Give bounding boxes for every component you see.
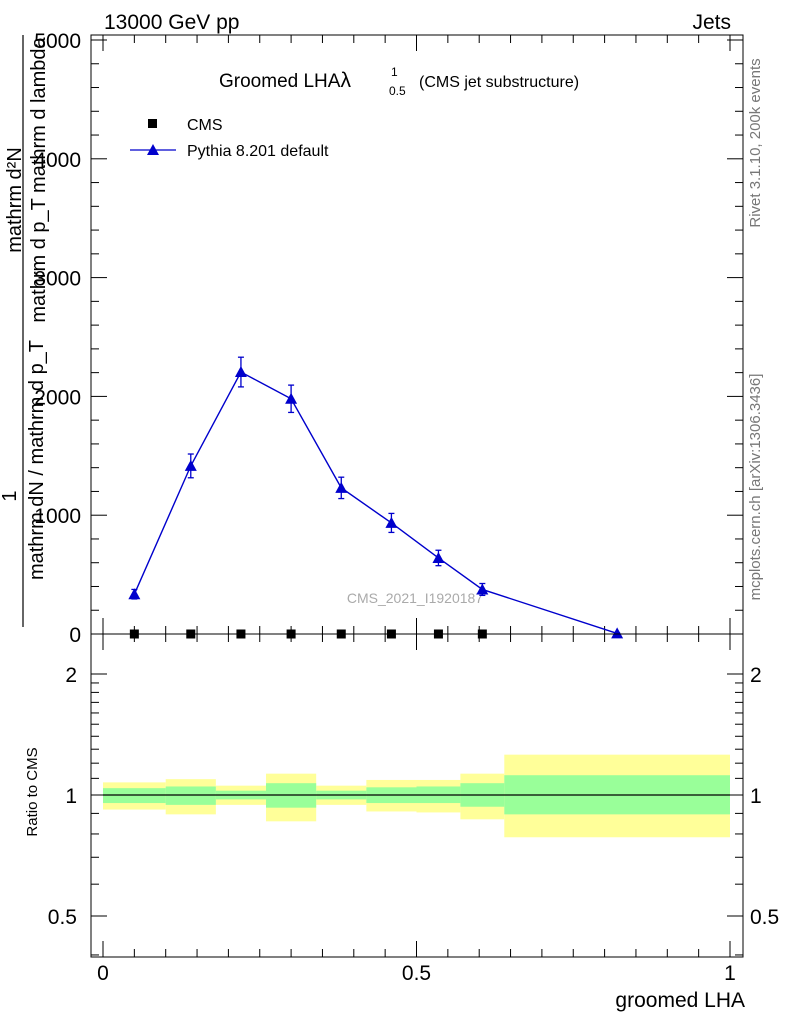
main-y-tick-label: 2000 [34, 386, 81, 409]
pythia-series-points [128, 366, 624, 639]
main-ylabel-top-overlap: mathrm d p_T mathrm d lambda [28, 36, 50, 322]
pythia-data-point [184, 459, 197, 471]
ratio-y-tick-label-right: 2 [750, 664, 762, 687]
main-y-tick-label: 4000 [34, 149, 81, 172]
main-y-tick-label: 0 [69, 624, 81, 647]
ratio-x-tick-label: 0.5 [402, 962, 431, 985]
ratio-y-ticks: 0.5 0.5 1 1 2 2 [48, 664, 779, 956]
legend-pythia-marker [147, 144, 159, 155]
pythia-data-point [285, 392, 298, 404]
ratio-bands [103, 754, 730, 838]
title-text: Groomed LHA [219, 71, 341, 92]
main-y-tick-label: 5000 [34, 30, 81, 53]
legend-cms-marker [148, 119, 157, 128]
pythia-data-point [385, 516, 398, 528]
legend-cms-label: CMS [187, 117, 223, 134]
watermark: CMS_2021_I1920187 [347, 590, 483, 606]
ratio-x-tick-label: 1 [724, 962, 736, 985]
ratio-y-tick-label-right: 1 [750, 785, 762, 808]
pythia-data-point [128, 588, 141, 600]
pythia-data-point [432, 551, 445, 563]
ratio-y-tick-label-left: 1 [65, 785, 77, 808]
main-ylabel-numerator: 1 [0, 490, 21, 501]
title-subscript: 0.5 [389, 84, 406, 98]
main-subtitle: (CMS jet substructure) [419, 74, 579, 91]
ratio-ylabel: Ratio to CMS [24, 747, 41, 836]
header-left: 13000 GeV pp [104, 11, 239, 34]
ratio-panel: 0.5 0.51 12 2 0 0.5 1 Ratio to CMS groomed LH… [24, 633, 779, 1012]
rivet-label: Rivet 3.1.10, 200k events [747, 58, 764, 227]
main-x-ticks [102, 35, 731, 634]
ratio-x-tick-label: 0 [97, 962, 109, 985]
title-lambda: λ [340, 69, 351, 92]
main-title: Groomed LHAλ [219, 69, 351, 92]
pythia-data-point [234, 366, 247, 378]
main-y-tick-label: 1000 [34, 505, 81, 528]
pythia-data-point [476, 583, 489, 595]
main-panel: 0 1000 2000 3000 4000 5000 Groomed LHAλ 1 0.5… [0, 30, 744, 647]
ratio-inner-band [165, 786, 216, 805]
ratio-y-tick-label-left: 2 [65, 664, 77, 687]
ratio-xlabel: groomed LHA [615, 989, 745, 1012]
legend-pythia-label: Pythia 8.201 default [187, 143, 329, 160]
main-y-tick-label: 3000 [34, 268, 81, 291]
main-ylabel-denominator: mathrm dN / mathrm d p_T [26, 340, 48, 580]
pythia-data-point [335, 481, 348, 493]
ratio-y-tick-label-left: 0.5 [48, 906, 77, 929]
pythia-data-point [611, 627, 624, 639]
mcplots-label: mcplots.cern.ch [arXiv:1306.3436] [747, 374, 764, 601]
title-superscript: 1 [391, 65, 398, 79]
ratio-y-tick-label-right: 0.5 [750, 906, 779, 929]
main-ylabel-top: mathrm d²N [4, 147, 26, 253]
ratio-x-ticks: 0 0.5 1 [97, 634, 736, 985]
main-y-ticks: 0 1000 2000 3000 4000 5000 [34, 30, 743, 647]
legend: CMS Pythia 8.201 default [130, 117, 329, 160]
header-right: Jets [692, 11, 731, 34]
